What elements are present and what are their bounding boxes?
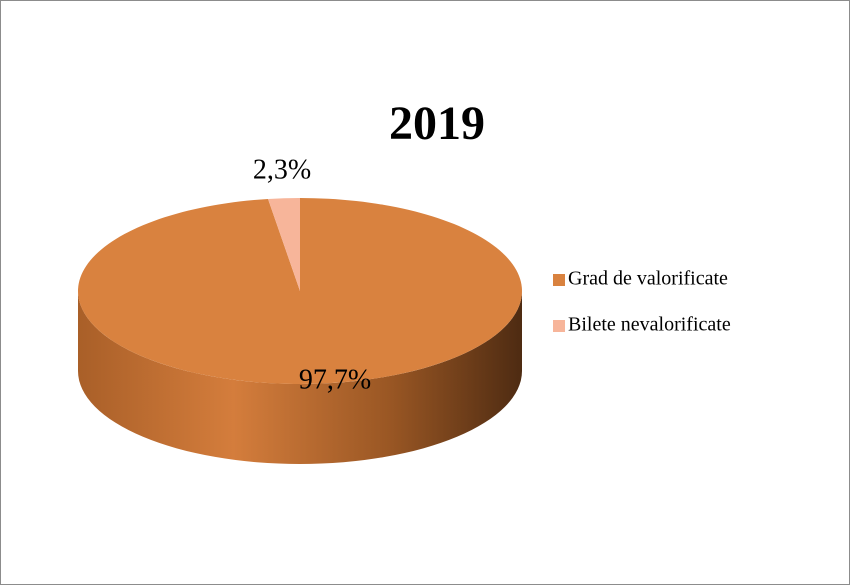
chart-title: 2019 (389, 97, 485, 150)
slice-side (78, 291, 522, 464)
legend-swatch (553, 320, 565, 332)
data-label: 2,3% (253, 154, 311, 185)
slice (268, 198, 300, 291)
legend-label: Grad de valorificate (568, 268, 728, 290)
slice (77, 198, 522, 384)
legend-swatch (553, 274, 565, 286)
legend-label: Bilete nevalorificate (568, 314, 731, 336)
data-label: 97,7% (299, 364, 371, 395)
